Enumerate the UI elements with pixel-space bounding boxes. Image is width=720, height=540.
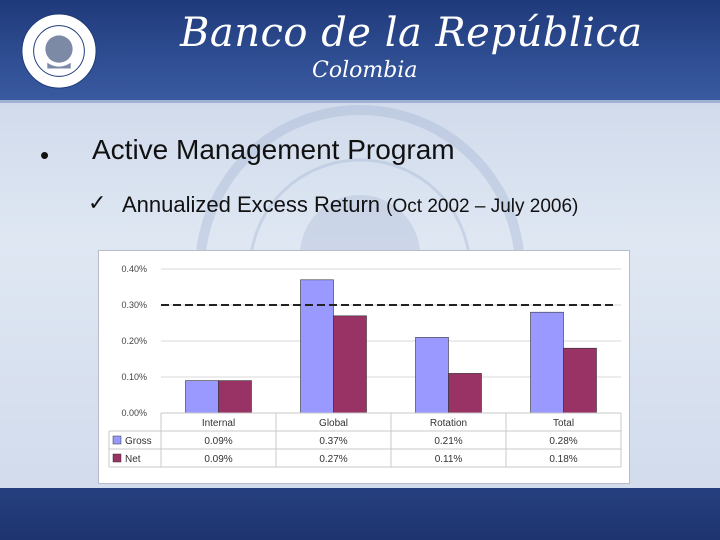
- category-label: Rotation: [430, 418, 467, 429]
- bar-net: [563, 347, 597, 414]
- slide-subheading: Annualized Excess Return (Oct 2002 – Jul…: [122, 192, 578, 218]
- data-table-value: 0.11%: [435, 454, 463, 465]
- y-tick-label: 0.20%: [121, 336, 147, 346]
- excess-return-chart: 0.00% 0.10% 0.20% 0.30% 0.40% Internal Global R…: [108, 264, 622, 468]
- subheading-period: (Oct 2002 – July 2006): [386, 196, 579, 217]
- legend-label: Net: [125, 454, 141, 465]
- y-tick-label: 0.00%: [121, 408, 147, 418]
- bar-gross: [185, 380, 219, 414]
- data-table-value: 0.21%: [434, 436, 462, 447]
- brand-subtitle: Colombia: [312, 58, 418, 83]
- legend-swatch-gross: [112, 435, 122, 445]
- data-table-value: 0.09%: [204, 454, 232, 465]
- y-tick-label: 0.10%: [121, 372, 147, 382]
- data-table-value: 0.27%: [319, 454, 347, 465]
- category-label: Internal: [202, 418, 235, 429]
- legend-swatch-net: [112, 453, 122, 463]
- bar-gross: [300, 279, 334, 414]
- slide-header: Banco de la República Colombia: [0, 0, 720, 100]
- data-table-value: 0.28%: [549, 436, 577, 447]
- data-table-value: 0.18%: [549, 454, 577, 465]
- slide-footer: [0, 488, 720, 540]
- bar-gross: [530, 311, 564, 414]
- bar-net: [448, 373, 482, 414]
- subheading-text: Annualized Excess Return: [122, 192, 381, 217]
- bullet-marker: •: [40, 140, 50, 170]
- data-table-value: 0.09%: [204, 436, 232, 447]
- category-label: Total: [553, 418, 574, 429]
- y-tick-label: 0.40%: [121, 264, 147, 274]
- slide-heading: Active Management Program: [92, 134, 455, 165]
- data-table-value: 0.37%: [319, 436, 347, 447]
- brand-title: Banco de la República: [180, 10, 643, 56]
- checkmark-icon: ✓: [88, 190, 107, 215]
- chart-panel: 0.00% 0.10% 0.20% 0.30% 0.40% Internal Global R…: [98, 250, 630, 484]
- bar-net: [333, 315, 367, 414]
- category-label: Global: [319, 418, 348, 429]
- legend-label: Gross: [125, 436, 152, 447]
- bar-net: [218, 380, 252, 414]
- bank-seal-logo: [21, 13, 97, 89]
- bar-gross: [415, 337, 449, 414]
- y-tick-label: 0.30%: [121, 300, 147, 310]
- header-divider: [0, 100, 720, 103]
